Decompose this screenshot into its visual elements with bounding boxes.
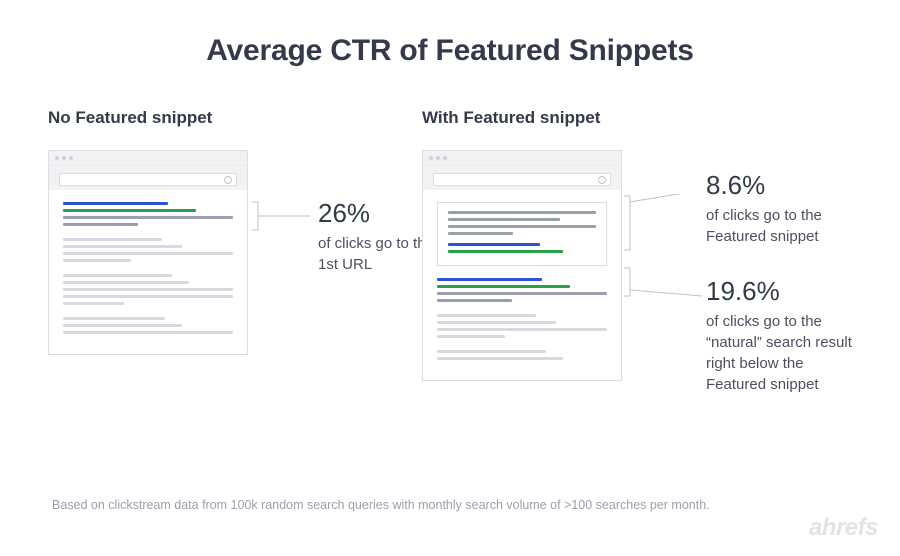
- panel-title-left: No Featured snippet: [48, 108, 418, 128]
- browser-mock-right: [422, 150, 622, 381]
- callout-text-top: of clicks go to the Featured snippet: [706, 205, 856, 247]
- panel-no-snippet: No Featured snippet: [48, 108, 418, 381]
- callout-bottom: 19.6% of clicks go to the “natural” sear…: [706, 276, 856, 395]
- search-icon: [433, 173, 611, 186]
- result-2: [63, 238, 233, 262]
- result-2-right: [437, 314, 607, 338]
- callout-pct-bottom: 19.6%: [706, 276, 856, 307]
- footnote: Based on clickstream data from 100k rand…: [52, 498, 710, 512]
- featured-snippet-box: [437, 202, 607, 266]
- bracket-organic: [618, 266, 708, 326]
- callout-pct-top: 8.6%: [706, 170, 856, 201]
- bracket-snippet: [618, 194, 708, 274]
- panel-with-snippet: With Featured snippet: [422, 108, 852, 381]
- result-1-right: [437, 278, 607, 302]
- result-3-right: [437, 350, 607, 360]
- callout-left: 26% of clicks go to the 1st URL: [318, 198, 438, 275]
- panel-title-right: With Featured snippet: [422, 108, 852, 128]
- search-bar: [423, 166, 621, 190]
- callout-pct-left: 26%: [318, 198, 438, 229]
- search-icon: [59, 173, 237, 186]
- browser-mock-left: [48, 150, 248, 355]
- callout-text-bottom: of clicks go to the “natural” search res…: [706, 311, 856, 395]
- bracket-left: [246, 200, 316, 260]
- callout-top: 8.6% of clicks go to the Featured snippe…: [706, 170, 856, 247]
- panels-row: No Featured snippet: [0, 68, 900, 381]
- search-bar: [49, 166, 247, 190]
- serp-body-left: [49, 190, 247, 354]
- result-1: [63, 202, 233, 226]
- result-4: [63, 317, 233, 334]
- page-title: Average CTR of Featured Snippets: [0, 0, 900, 68]
- result-3: [63, 274, 233, 305]
- window-controls-icon: [423, 151, 621, 166]
- callout-text-left: of clicks go to the 1st URL: [318, 233, 438, 275]
- ahrefs-logo: ahrefs: [809, 514, 878, 542]
- serp-body-right: [423, 190, 621, 380]
- window-controls-icon: [49, 151, 247, 166]
